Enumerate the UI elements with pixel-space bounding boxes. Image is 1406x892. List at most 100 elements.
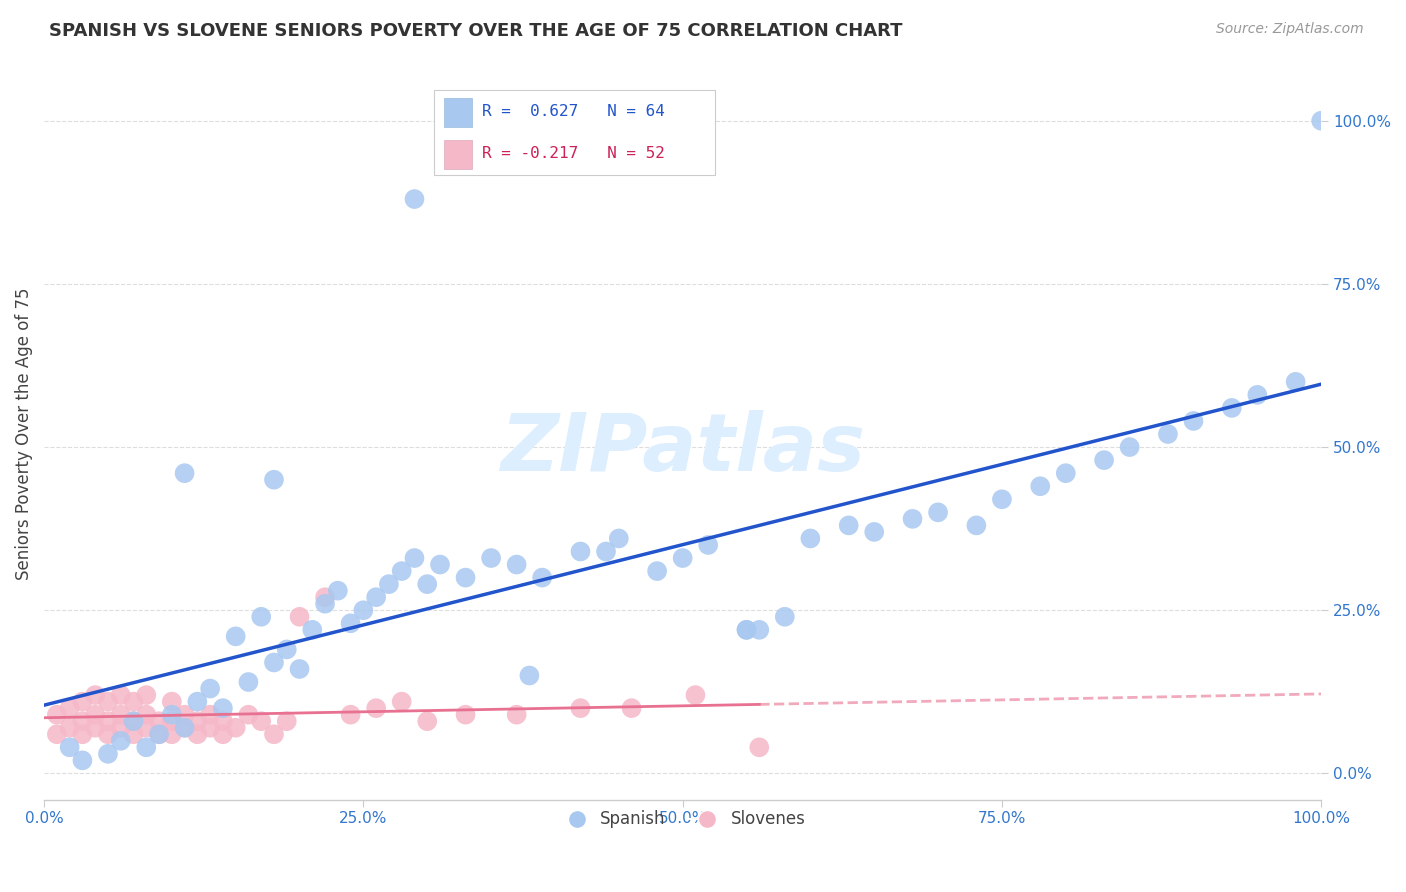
Point (314, 597, 336, 611)
Point (314, 590, 336, 604)
Point (84, 707, 107, 722)
Point (122, 695, 145, 709)
FancyBboxPatch shape (433, 90, 714, 175)
Point (135, 707, 157, 722)
Point (59, 701, 82, 715)
Point (773, 609, 796, 624)
Point (173, 721, 195, 735)
Point (250, 714, 273, 729)
Point (84, 688, 107, 702)
Point (429, 558, 451, 572)
Point (339, 707, 361, 722)
Point (59, 740, 82, 755)
Point (454, 571, 477, 585)
Point (301, 623, 323, 637)
Point (160, 707, 183, 722)
Point (148, 714, 170, 729)
Point (479, 551, 502, 566)
Point (238, 675, 260, 690)
Point (97, 727, 120, 741)
Point (186, 727, 208, 741)
Point (135, 721, 157, 735)
Point (198, 681, 221, 696)
Text: R =  0.627   N = 64: R = 0.627 N = 64 (482, 104, 665, 119)
Point (735, 623, 758, 637)
Point (416, 714, 439, 729)
Point (927, 505, 949, 519)
Point (288, 609, 311, 624)
Point (505, 707, 527, 722)
Point (212, 701, 235, 715)
Point (1029, 479, 1052, 493)
Point (276, 642, 298, 657)
Point (263, 727, 285, 741)
Point (212, 727, 235, 741)
Point (531, 571, 554, 585)
Point (1285, 375, 1308, 389)
Point (404, 551, 426, 566)
Point (863, 524, 886, 539)
Point (1118, 440, 1140, 454)
Point (212, 714, 235, 729)
Point (519, 668, 541, 682)
Point (505, 558, 527, 572)
Point (276, 714, 298, 729)
Point (198, 721, 221, 735)
Text: R = -0.217   N = 52: R = -0.217 N = 52 (482, 146, 665, 161)
Point (173, 721, 195, 735)
Point (186, 695, 208, 709)
Point (366, 590, 388, 604)
Point (595, 544, 617, 558)
Point (110, 721, 132, 735)
Point (748, 740, 770, 755)
Text: ZIPatlas: ZIPatlas (501, 409, 865, 488)
Point (148, 727, 170, 741)
Point (1246, 388, 1268, 402)
Point (991, 492, 1014, 507)
Point (250, 609, 273, 624)
Point (72, 695, 94, 709)
Point (607, 532, 630, 546)
Point (838, 518, 860, 533)
Point (160, 727, 183, 741)
Bar (444, 98, 472, 127)
Point (352, 603, 374, 617)
Point (198, 707, 221, 722)
Point (186, 714, 208, 729)
Point (45, 727, 67, 741)
Point (1157, 427, 1180, 442)
Legend: Spanish, Slovenes: Spanish, Slovenes (554, 804, 813, 835)
Point (173, 466, 195, 480)
Point (1054, 466, 1077, 480)
Point (97, 747, 120, 761)
Point (672, 551, 695, 566)
Point (225, 629, 247, 643)
Y-axis label: Seniors Poverty Over the Age of 75: Seniors Poverty Over the Age of 75 (15, 288, 32, 581)
Point (1310, 113, 1333, 128)
Point (110, 733, 132, 747)
Point (263, 473, 285, 487)
Point (645, 564, 668, 578)
Point (72, 753, 94, 767)
Point (326, 583, 349, 598)
Point (288, 662, 311, 676)
Point (697, 538, 720, 552)
Point (72, 727, 94, 741)
Point (569, 701, 592, 715)
Point (84, 721, 107, 735)
Point (160, 714, 183, 729)
Point (735, 623, 758, 637)
Point (160, 695, 183, 709)
Point (135, 688, 157, 702)
Point (799, 532, 821, 546)
Point (59, 721, 82, 735)
Point (569, 544, 592, 558)
Point (110, 688, 132, 702)
Point (391, 564, 413, 578)
Point (97, 695, 120, 709)
Point (685, 688, 707, 702)
Point (97, 714, 120, 729)
Bar (444, 140, 472, 169)
Point (1092, 453, 1115, 467)
Point (1182, 414, 1205, 428)
